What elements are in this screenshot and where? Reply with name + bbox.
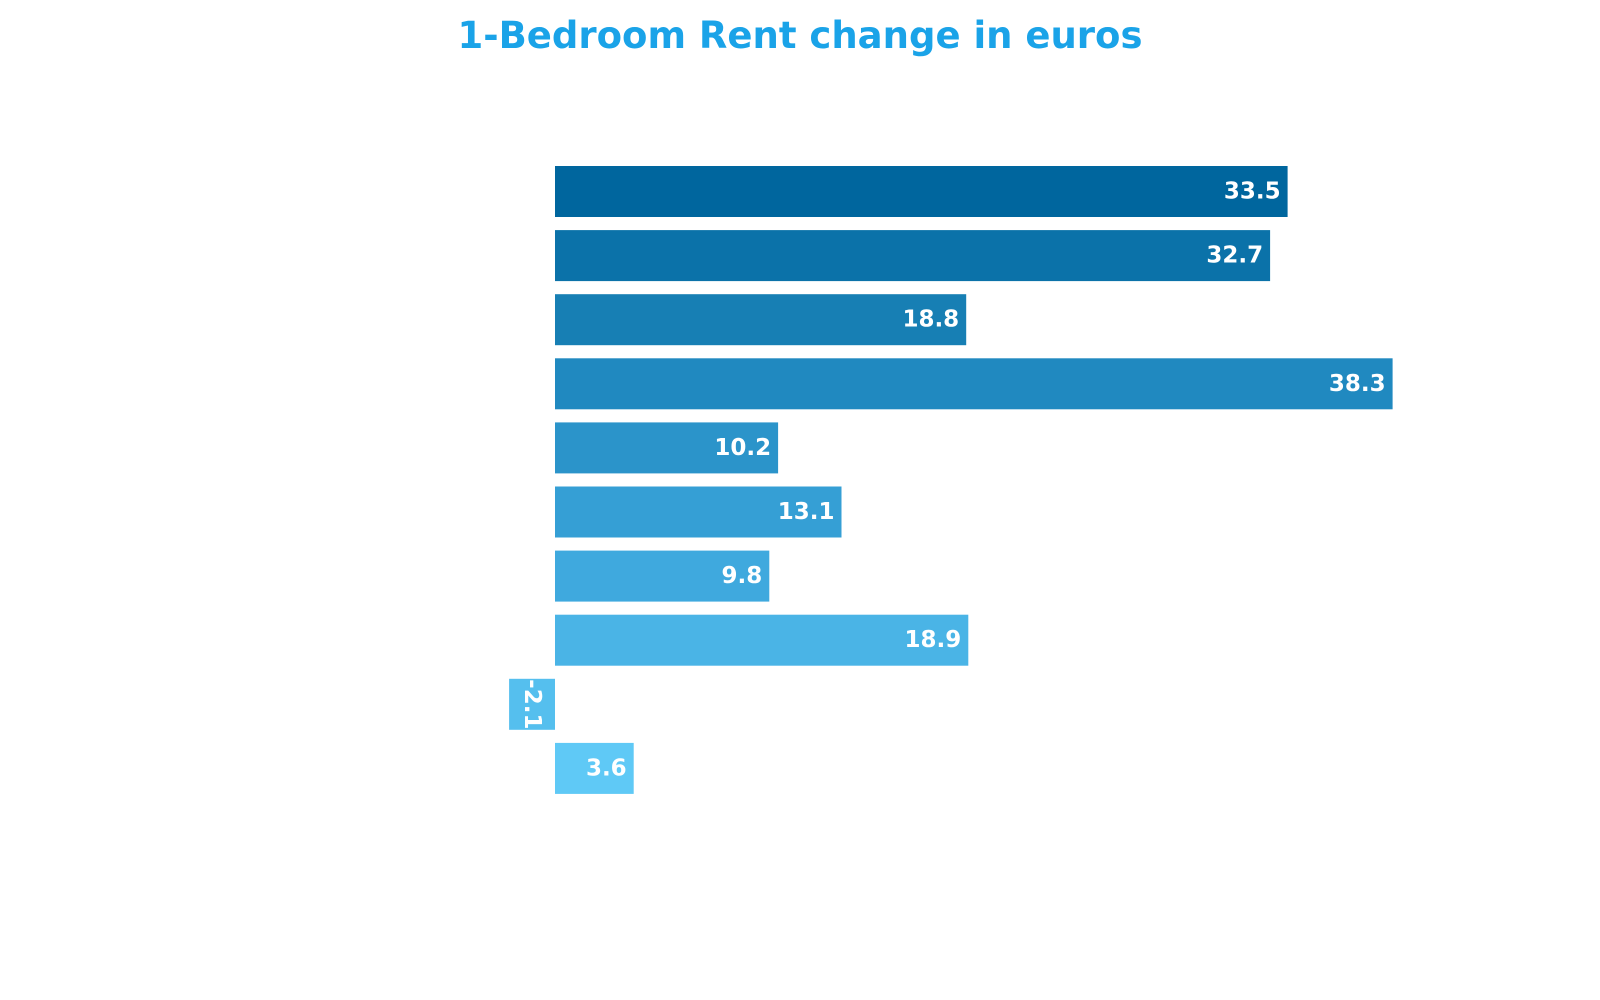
bar-6 — [555, 486, 842, 538]
bar-9 — [509, 678, 555, 730]
data-label-3: 18.8 — [902, 307, 959, 333]
bar-5 — [555, 422, 779, 474]
bar-10 — [555, 742, 634, 794]
data-label-9: -2.1 — [519, 679, 545, 729]
chart-title: 1-Bedroom Rent change in euros — [457, 14, 1143, 57]
bar-2 — [555, 230, 1271, 282]
data-label-5: 10.2 — [714, 435, 771, 461]
bar-8 — [555, 614, 969, 666]
bar-3 — [555, 294, 967, 346]
bar-1 — [555, 166, 1288, 217]
data-labels-group: 33.5 32.7 18.8 38.3 10.2 13.1 9.8 18.9 -2.1 3.6 — [519, 179, 1386, 782]
bar-4 — [555, 358, 1393, 410]
data-label-6: 13.1 — [778, 499, 835, 525]
bar-7 — [555, 550, 770, 602]
data-label-10: 3.6 — [586, 755, 627, 781]
data-label-7: 9.8 — [722, 563, 763, 589]
data-label-4: 38.3 — [1329, 371, 1386, 397]
bars-group — [509, 166, 1393, 794]
data-label-2: 32.7 — [1206, 243, 1263, 269]
data-label-8: 18.9 — [905, 627, 962, 653]
data-label-1: 33.5 — [1224, 179, 1281, 205]
